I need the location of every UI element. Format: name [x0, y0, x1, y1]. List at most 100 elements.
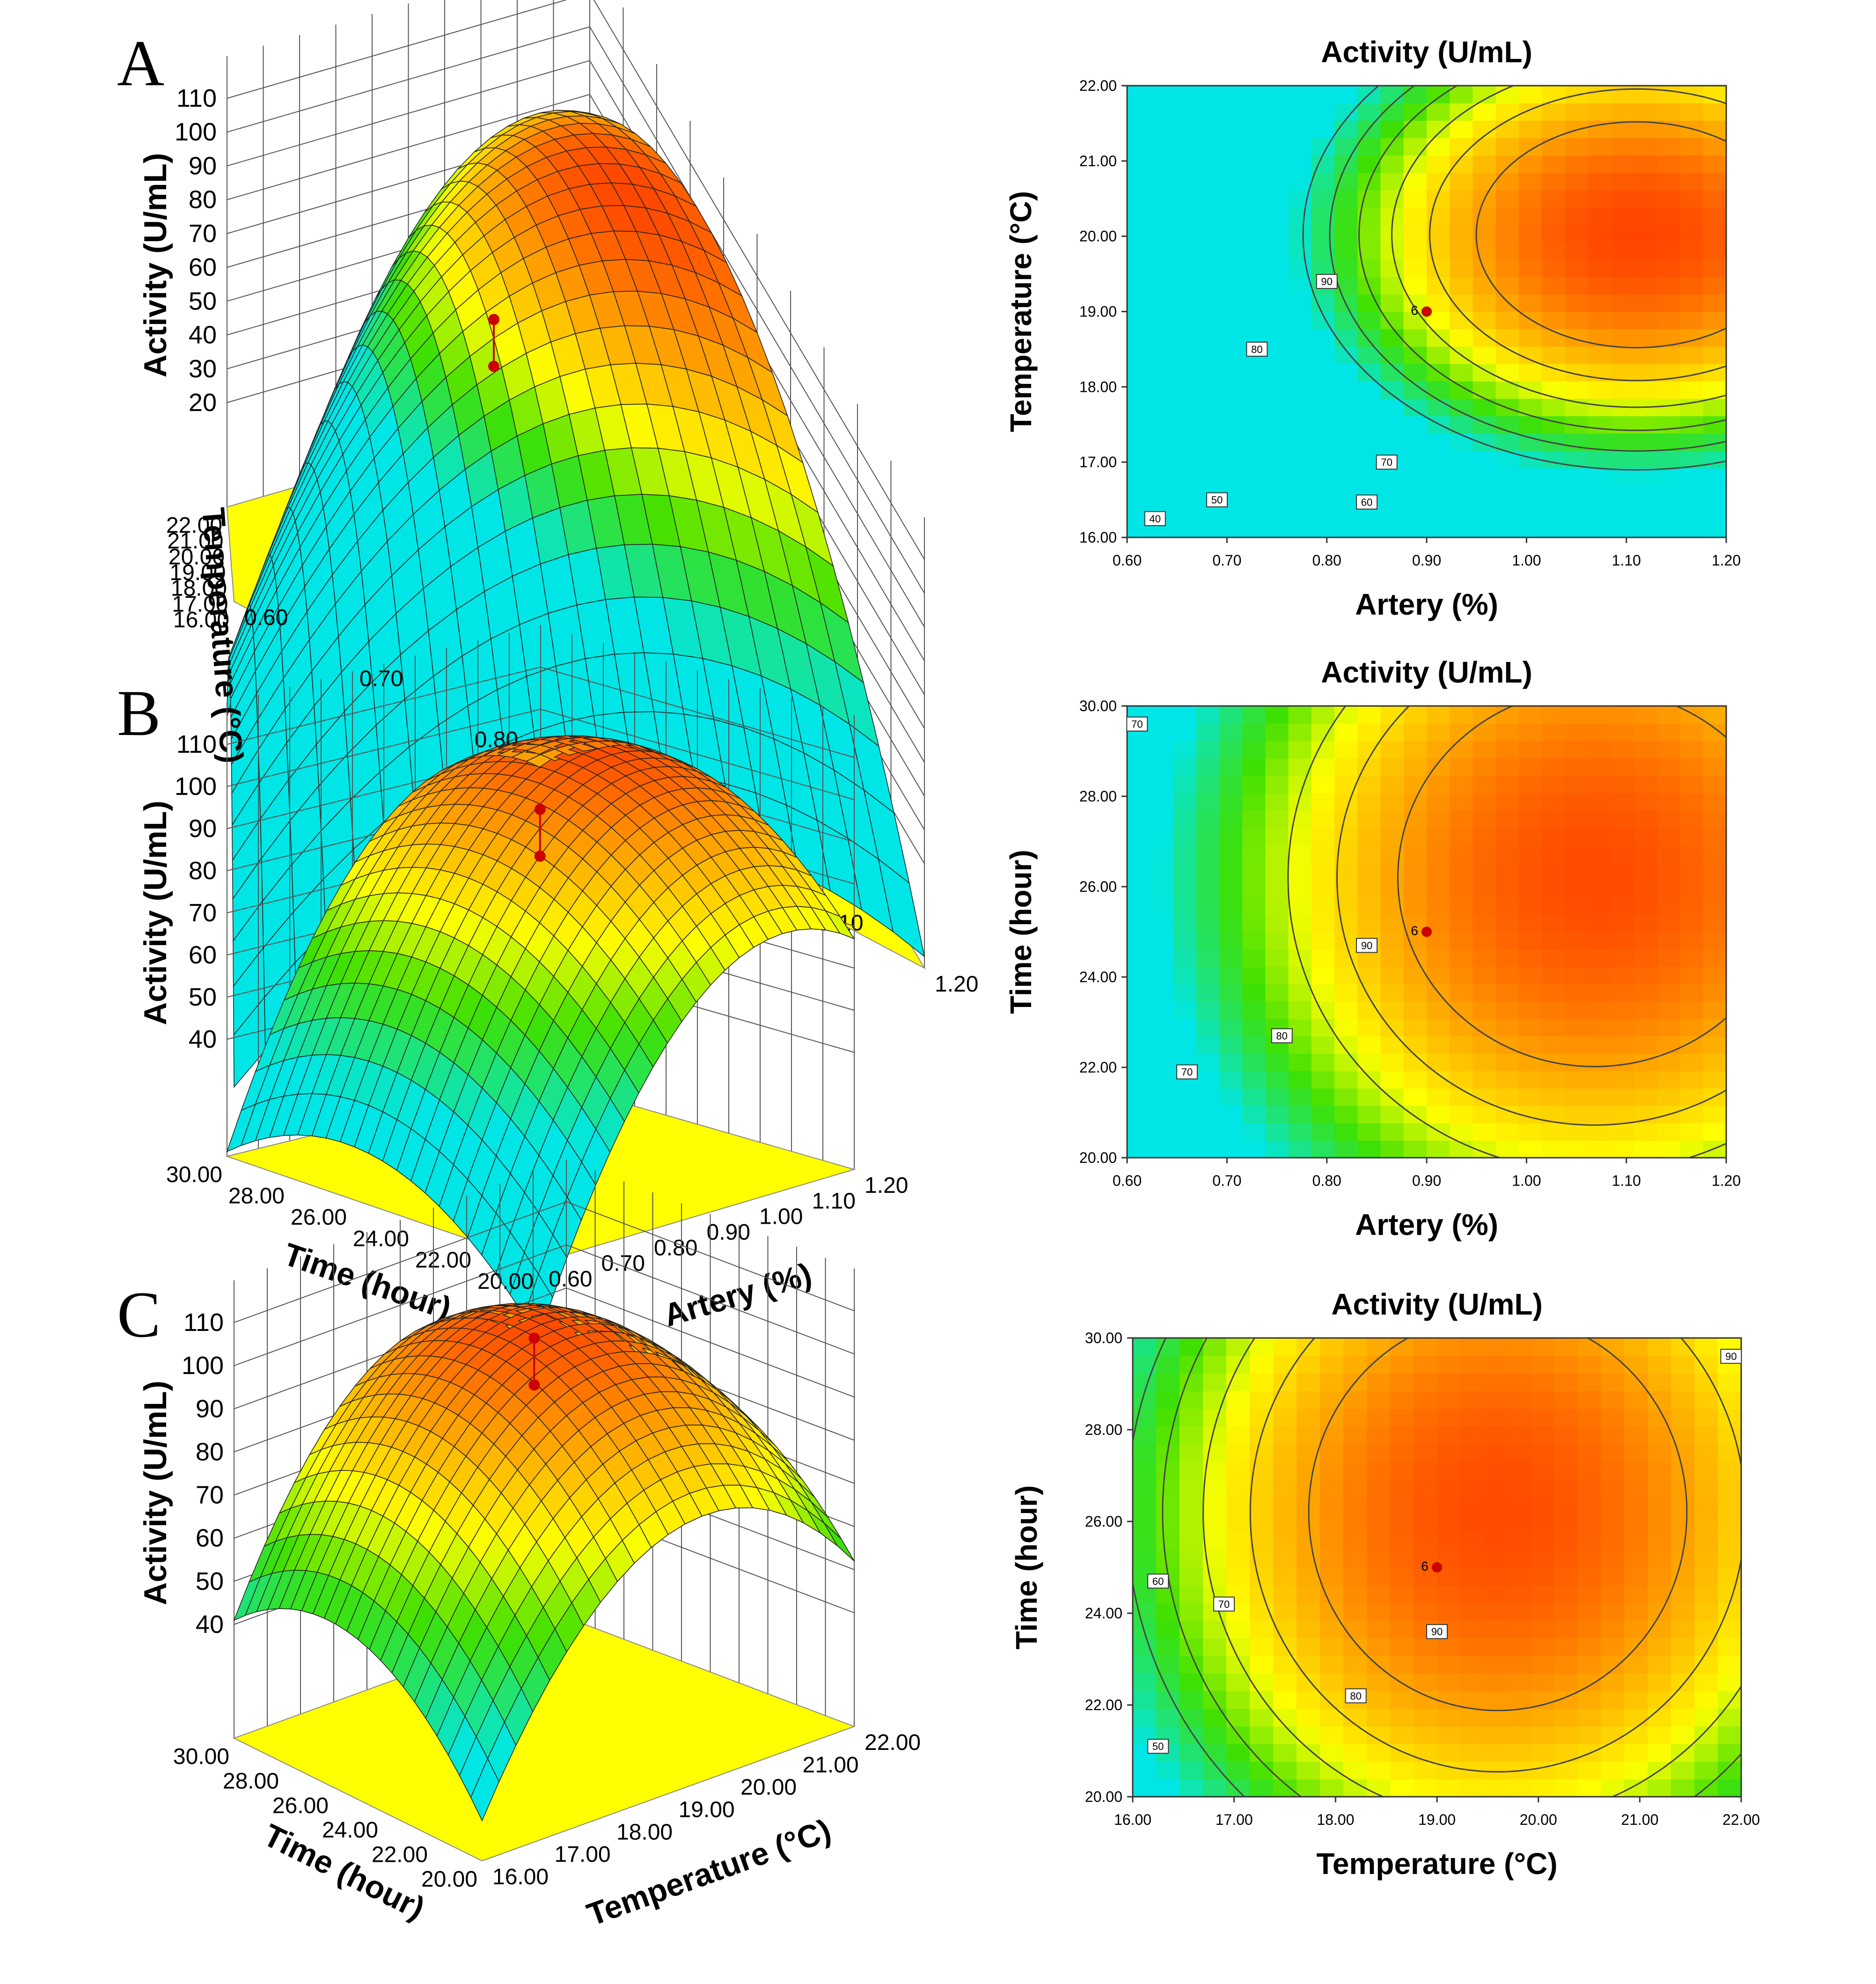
- heatmap-cell: [1219, 311, 1243, 330]
- heatmap-cell: [1127, 1123, 1151, 1141]
- heatmap-cell: [1634, 1140, 1658, 1158]
- heatmap-cell: [1265, 172, 1289, 191]
- heatmap-cell: [1680, 845, 1704, 863]
- contour-label-text: 70: [1381, 456, 1392, 468]
- heatmap-cell: [1680, 311, 1704, 330]
- heatmap-cell: [1273, 1426, 1297, 1444]
- heatmap-cell: [1565, 224, 1589, 242]
- heatmap-cell: [1648, 1638, 1671, 1656]
- contour-label-box: [1213, 1596, 1235, 1612]
- heatmap-cell: [1320, 1373, 1344, 1391]
- heatmap-cell: [1288, 450, 1312, 469]
- heatmap-cell: [1357, 381, 1381, 399]
- heatmap-cell: [1542, 1123, 1566, 1141]
- heatmap-cell: [1367, 1461, 1391, 1480]
- heatmap-cell: [1611, 450, 1634, 469]
- heatmap-cell: [1320, 1497, 1344, 1515]
- heatmap-cell: [1450, 468, 1473, 486]
- heatmap-cell: [1156, 1391, 1180, 1409]
- y-tick-label: 20.00: [740, 1775, 797, 1800]
- heatmap-cell: [1390, 1779, 1414, 1797]
- z-tick-label: 50: [196, 1567, 224, 1595]
- heatmap-cell: [1703, 485, 1727, 503]
- heatmap-cell: [1414, 1638, 1437, 1656]
- heatmap-cell: [1242, 1053, 1266, 1072]
- heatmap-cell: [1380, 862, 1404, 880]
- heatmap-cell: [1601, 1708, 1625, 1727]
- heatmap-cell: [1127, 138, 1151, 156]
- heatmap-cell: [1495, 845, 1519, 863]
- heatmap-cell: [1250, 1726, 1274, 1744]
- heatmap-cell: [1703, 914, 1727, 933]
- heatmap-cells: [1127, 86, 1727, 538]
- heatmap-cell: [1150, 363, 1174, 382]
- heatmap-cell: [1196, 1019, 1220, 1036]
- heatmap-cell: [1242, 862, 1266, 880]
- heatmap-cell: [1427, 1036, 1451, 1054]
- heatmap-cell: [1180, 1479, 1203, 1498]
- heatmap-cell: [1450, 398, 1473, 416]
- heatmap-cell: [1531, 1708, 1554, 1727]
- heatmap-cell: [1703, 880, 1727, 898]
- heatmap-cell: [1343, 1743, 1367, 1762]
- heatmap-cell: [1624, 1726, 1648, 1744]
- heatmap-cell: [1288, 120, 1312, 139]
- heatmap-cell: [1634, 450, 1658, 469]
- heatmap-cell: [1542, 914, 1566, 933]
- heatmap-cell: [1219, 155, 1243, 173]
- heatmap-cell: [1219, 1053, 1243, 1072]
- contour-label: 80: [1246, 341, 1268, 357]
- heatmap-cell: [1611, 468, 1634, 486]
- heatmap-cell: [1565, 277, 1589, 295]
- heatmap-cell: [1495, 1019, 1519, 1036]
- heatmap-cell: [1288, 485, 1312, 503]
- x-tick-label: 1.20: [1712, 1172, 1741, 1189]
- heatmap-cell: [1565, 1105, 1589, 1124]
- heatmap-cell: [1703, 450, 1727, 469]
- heatmap-cell: [1250, 1655, 1274, 1674]
- heatmap-cell: [1473, 966, 1496, 985]
- heatmap-cell: [1518, 172, 1542, 191]
- heatmap-cell: [1495, 120, 1519, 139]
- heatmap-cell: [1460, 1620, 1484, 1639]
- heatmap-cell: [1680, 259, 1704, 278]
- heatmap-cell: [1507, 1655, 1531, 1674]
- heatmap-cell: [1180, 1461, 1203, 1480]
- contour-line-80: [1429, 88, 1727, 382]
- heatmap-cell: [1288, 224, 1312, 242]
- heatmap-cell: [1367, 1444, 1391, 1462]
- heatmap-cell: [1265, 485, 1289, 503]
- heatmap-cell: [1624, 1444, 1648, 1462]
- heatmap-cell: [1219, 758, 1243, 776]
- heatmap-cell: [1554, 1779, 1578, 1797]
- heatmap-cell: [1518, 294, 1542, 312]
- wall-grid-line: [566, 1201, 855, 1311]
- heatmap-cell: [1460, 1479, 1484, 1498]
- heatmap-cell: [1484, 1567, 1508, 1586]
- heatmap-cell: [1150, 1071, 1174, 1089]
- heatmap-cell: [1127, 810, 1151, 828]
- heatmap-cell: [1297, 1743, 1320, 1762]
- y-tick-label: 30.00: [1079, 698, 1117, 714]
- heatmap-cell: [1703, 416, 1727, 434]
- heatmap-cell: [1219, 346, 1243, 364]
- heatmap-cell: [1495, 880, 1519, 898]
- heatmap-cell: [1180, 1655, 1203, 1674]
- panel-letter-b: B: [117, 677, 161, 750]
- heatmap-cell: [1343, 1620, 1367, 1639]
- wall-grid-line: [227, 26, 590, 133]
- heatmap-cell: [1242, 723, 1266, 742]
- heatmap-cell: [1250, 1355, 1274, 1374]
- heatmap-cell: [1507, 1408, 1531, 1427]
- heatmap-cell: [1403, 433, 1427, 451]
- contour-label-text: 40: [1149, 513, 1160, 525]
- heatmap-cell: [1634, 155, 1658, 173]
- y-tick-label: 1.10: [812, 1189, 856, 1213]
- heatmap-cell: [1180, 1620, 1203, 1639]
- heatmap-cell: [1196, 398, 1220, 416]
- heatmap-cell: [1657, 381, 1681, 399]
- heatmap-cell: [1334, 329, 1358, 347]
- heatmap-cell: [1634, 897, 1658, 915]
- heatmap-cell: [1320, 1461, 1344, 1480]
- heatmap-cell: [1219, 329, 1243, 347]
